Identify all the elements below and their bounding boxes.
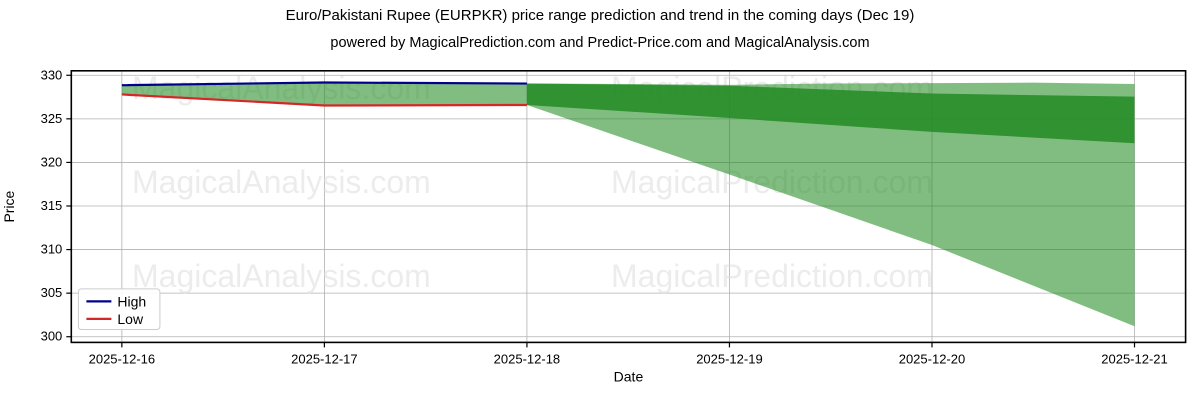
svg-text:2025-12-17: 2025-12-17 [291, 351, 358, 366]
svg-text:300: 300 [41, 329, 63, 344]
svg-text:MagicalAnalysis.com: MagicalAnalysis.com [132, 164, 431, 200]
svg-text:MagicalAnalysis.com: MagicalAnalysis.com [132, 258, 431, 294]
svg-text:320: 320 [41, 154, 63, 169]
svg-text:330: 330 [41, 67, 63, 82]
svg-text:2025-12-16: 2025-12-16 [89, 351, 156, 366]
svg-text:Date: Date [614, 369, 644, 385]
svg-text:2025-12-20: 2025-12-20 [899, 351, 966, 366]
svg-text:305: 305 [41, 285, 63, 300]
svg-text:High: High [117, 293, 146, 309]
svg-text:Price: Price [1, 190, 17, 222]
svg-text:Low: Low [117, 311, 144, 327]
svg-text:310: 310 [41, 242, 63, 257]
svg-text:315: 315 [41, 198, 63, 213]
svg-text:325: 325 [41, 111, 63, 126]
svg-text:2025-12-21: 2025-12-21 [1101, 351, 1168, 366]
svg-text:2025-12-18: 2025-12-18 [494, 351, 561, 366]
svg-text:2025-12-19: 2025-12-19 [696, 351, 763, 366]
svg-text:MagicalPrediction.com: MagicalPrediction.com [611, 258, 933, 294]
